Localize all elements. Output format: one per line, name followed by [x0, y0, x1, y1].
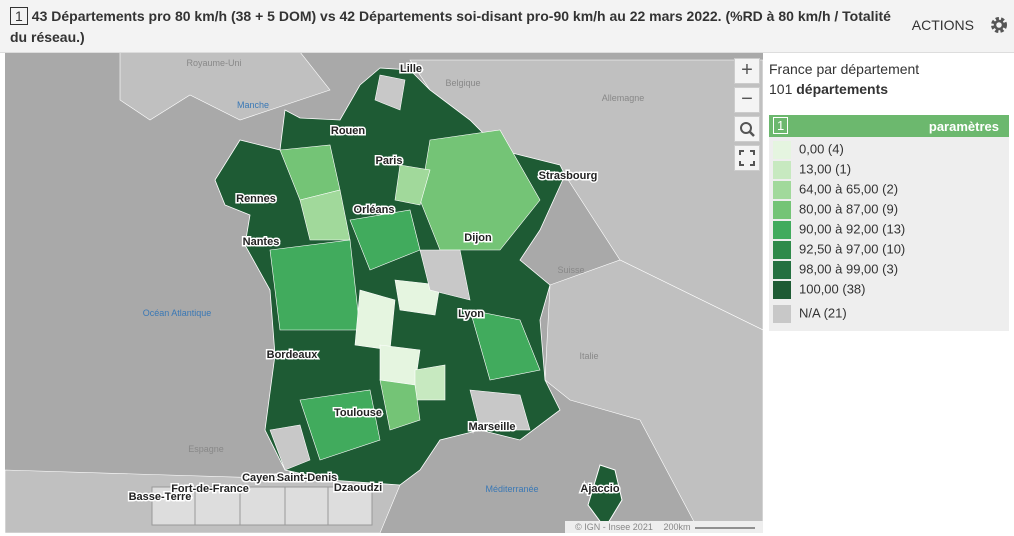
attribution: © IGN - Insee 2021 [575, 522, 653, 532]
country-label: Suisse [557, 265, 584, 275]
legend-label: 90,00 à 92,00 (13) [799, 221, 906, 237]
city-label: Bordeaux [267, 349, 319, 361]
city-label: Dijon [464, 232, 492, 244]
legend-swatch [773, 181, 791, 199]
dom-label: Cayenne [242, 472, 288, 484]
legend-item[interactable]: 80,00 à 87,00 (9) [773, 201, 898, 219]
legend-label: 64,00 à 65,00 (2) [799, 181, 899, 197]
gear-icon[interactable] [990, 16, 1008, 34]
city-label: Toulouse [334, 407, 382, 419]
legend-item[interactable]: 100,00 (38) [773, 281, 866, 299]
legend-swatch [773, 141, 791, 159]
country-label: Allemagne [602, 93, 645, 103]
legend-box: 1 paramètres 0,00 (4) 13,00 (1) 64,00 à 65,… [769, 115, 1009, 331]
dom-label: Dzaoudzi [334, 482, 382, 494]
legend-label: 80,00 à 87,00 (9) [799, 201, 899, 217]
legend-title: France par département [769, 61, 920, 77]
legend-label: 100,00 (38) [799, 281, 866, 297]
city-label: Lyon [458, 308, 484, 320]
header: 1 43 Départements pro 80 km/h (38 + 5 DOM… [0, 0, 1014, 53]
dom-label: Fort-de-France [171, 483, 249, 495]
title-row: 1 43 Départements pro 80 km/h (38 + 5 DOM… [10, 6, 910, 48]
city-label: Rennes [236, 193, 276, 205]
legend-item[interactable]: 92,50 à 97,00 (10) [773, 241, 905, 259]
country-label: Belgique [445, 78, 480, 88]
legend-item[interactable]: 64,00 à 65,00 (2) [773, 181, 898, 199]
legend-item[interactable]: 98,00 à 99,00 (3) [773, 261, 898, 279]
legend-item[interactable]: 0,00 (4) [773, 141, 844, 159]
legend-label: 13,00 (1) [799, 161, 852, 177]
city-label: Rouen [331, 125, 366, 137]
zoom-out[interactable]: − [734, 87, 760, 113]
legend-panel: France par département 101 départements … [765, 53, 1010, 533]
legend-label: 98,00 à 99,00 (3) [799, 261, 899, 277]
search[interactable] [734, 116, 760, 142]
legend-item[interactable]: 13,00 (1) [773, 161, 851, 179]
city-label: Ajaccio [580, 483, 619, 495]
zoom-in[interactable]: + [734, 58, 760, 84]
legend-swatch [773, 305, 791, 323]
legend-item[interactable]: 90,00 à 92,00 (13) [773, 221, 905, 239]
fullscreen[interactable] [734, 145, 760, 171]
sea-label: Méditerranée [485, 484, 538, 494]
legend-label: 92,50 à 97,00 (10) [799, 241, 906, 257]
actions[interactable]: ACTIONS [911, 17, 974, 33]
title: 43 Départements pro 80 km/h (38 + 5 DOM)… [10, 8, 891, 45]
country-label: Royaume-Uni [186, 58, 241, 68]
legend-swatch [773, 261, 791, 279]
legend-count-row: 101 départements [769, 81, 1010, 97]
badge: 1 [10, 7, 28, 25]
dom-label: Saint-Denis [277, 472, 338, 484]
sea-label: Manche [237, 100, 269, 110]
legend-count-unit: départements [796, 81, 889, 97]
city-label: Nantes [243, 236, 280, 248]
legend-head: 1 paramètres [769, 115, 1009, 137]
legend-label: N/A (21) [799, 305, 847, 321]
dom-label: Basse-Terre [129, 491, 192, 503]
legend-badge: 1 [773, 117, 789, 134]
map: Royaume-Uni Belgique Allemagne Suisse Italie… [5, 53, 763, 533]
country-label: Italie [579, 351, 598, 361]
city-label: Strasbourg [539, 170, 598, 182]
legend-settings[interactable]: paramètres [928, 119, 999, 134]
country-label: Espagne [188, 444, 224, 454]
legend-swatch [773, 201, 791, 219]
legend-swatch [773, 281, 791, 299]
legend-swatch [773, 221, 791, 239]
map-shapes [5, 53, 763, 533]
legend-label: 0,00 (4) [799, 141, 844, 157]
city-label: Lille [400, 63, 422, 75]
city-label: Marseille [468, 421, 515, 433]
legend-item[interactable]: N/A (21) [773, 305, 847, 323]
legend-count: 101 [769, 81, 793, 97]
scale-label: 200km [663, 522, 690, 532]
legend-swatch [773, 241, 791, 259]
city-label: Paris [376, 155, 403, 167]
city-label: Orléans [354, 204, 395, 216]
sea-label: Océan Atlantique [143, 308, 212, 318]
legend-swatch [773, 161, 791, 179]
